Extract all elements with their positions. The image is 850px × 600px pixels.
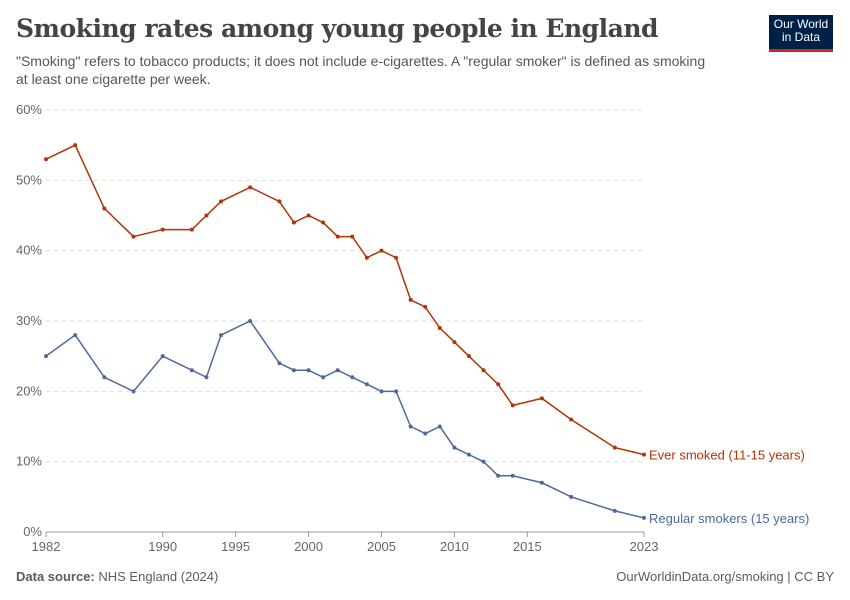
data-point: [73, 333, 78, 338]
chart-subtitle: "Smoking" refers to tobacco products; it…: [16, 53, 706, 87]
data-point: [379, 248, 384, 253]
data-point: [321, 220, 326, 225]
x-tick-label: 2023: [630, 539, 659, 554]
data-point: [510, 473, 515, 478]
y-tick-label: 40%: [16, 243, 42, 258]
data-point: [452, 445, 457, 450]
data-point: [189, 227, 194, 232]
data-point: [277, 361, 282, 366]
data-point: [291, 220, 296, 225]
data-point: [277, 199, 282, 204]
data-point: [350, 234, 355, 239]
data-point: [219, 199, 224, 204]
data-point: [131, 389, 136, 394]
data-point: [423, 304, 428, 309]
data-point: [291, 368, 296, 373]
series-line: [45, 320, 645, 519]
data-point: [408, 297, 413, 302]
data-point: [160, 354, 165, 359]
data-point: [496, 473, 501, 478]
x-tick-label: 2005: [367, 539, 396, 554]
data-point: [612, 445, 617, 450]
data-point: [102, 206, 107, 211]
data-point: [364, 382, 369, 387]
data-point: [102, 375, 107, 380]
data-point: [496, 382, 501, 387]
data-source: Data source: NHS England (2024): [16, 569, 218, 584]
series-label: Ever smoked (11-15 years): [649, 448, 805, 463]
y-tick-label: 10%: [16, 454, 42, 469]
y-tick-label: 0%: [23, 524, 42, 539]
data-point: [408, 424, 413, 429]
data-point: [481, 368, 486, 373]
data-point: [642, 515, 646, 520]
data-point: [642, 452, 646, 457]
x-tick-label: 1995: [221, 539, 250, 554]
data-point: [204, 375, 209, 380]
chart-title: Smoking rates among young people in Engl…: [16, 14, 658, 43]
data-point: [466, 354, 471, 359]
data-point: [306, 213, 311, 218]
series-label: Regular smokers (15 years): [649, 511, 809, 526]
x-tick-label: 2010: [440, 539, 469, 554]
x-tick-label: 1990: [148, 539, 177, 554]
x-tick-label: 1982: [32, 539, 61, 554]
series-line: [45, 144, 645, 456]
data-point: [481, 459, 486, 464]
data-point: [364, 255, 369, 260]
data-point: [437, 326, 442, 331]
x-tick-label: 2015: [513, 539, 542, 554]
data-point: [350, 375, 355, 380]
data-point: [437, 424, 442, 429]
data-point: [612, 508, 617, 513]
y-tick-label: 50%: [16, 172, 42, 187]
data-point: [569, 417, 574, 422]
data-point: [335, 234, 340, 239]
data-point: [394, 255, 399, 260]
data-point: [131, 234, 136, 239]
source-text: NHS England (2024): [98, 569, 219, 584]
data-point: [219, 333, 224, 338]
data-point: [160, 227, 165, 232]
data-point: [335, 368, 340, 373]
data-point: [189, 368, 194, 373]
data-point: [510, 403, 515, 408]
y-tick-label: 20%: [16, 383, 42, 398]
data-point: [248, 185, 253, 190]
data-point: [539, 480, 544, 485]
data-point: [379, 389, 384, 394]
data-point: [306, 368, 311, 373]
data-point: [44, 354, 48, 359]
data-point: [394, 389, 399, 394]
y-tick-label: 30%: [16, 313, 42, 328]
data-point: [452, 340, 457, 345]
data-point: [466, 452, 471, 457]
data-point: [204, 213, 209, 218]
data-point: [73, 143, 78, 148]
footer-url[interactable]: OurWorldinData.org/smoking | CC BY: [616, 569, 834, 584]
source-label: Data source:: [16, 569, 95, 584]
data-point: [539, 396, 544, 401]
data-point: [248, 319, 253, 323]
data-point: [423, 431, 428, 436]
owid-logo[interactable]: Our World in Data: [769, 15, 833, 52]
x-tick-label: 2000: [294, 539, 323, 554]
y-tick-label: 60%: [16, 102, 42, 117]
data-point: [44, 157, 48, 162]
data-point: [321, 375, 326, 380]
data-point: [569, 494, 574, 499]
